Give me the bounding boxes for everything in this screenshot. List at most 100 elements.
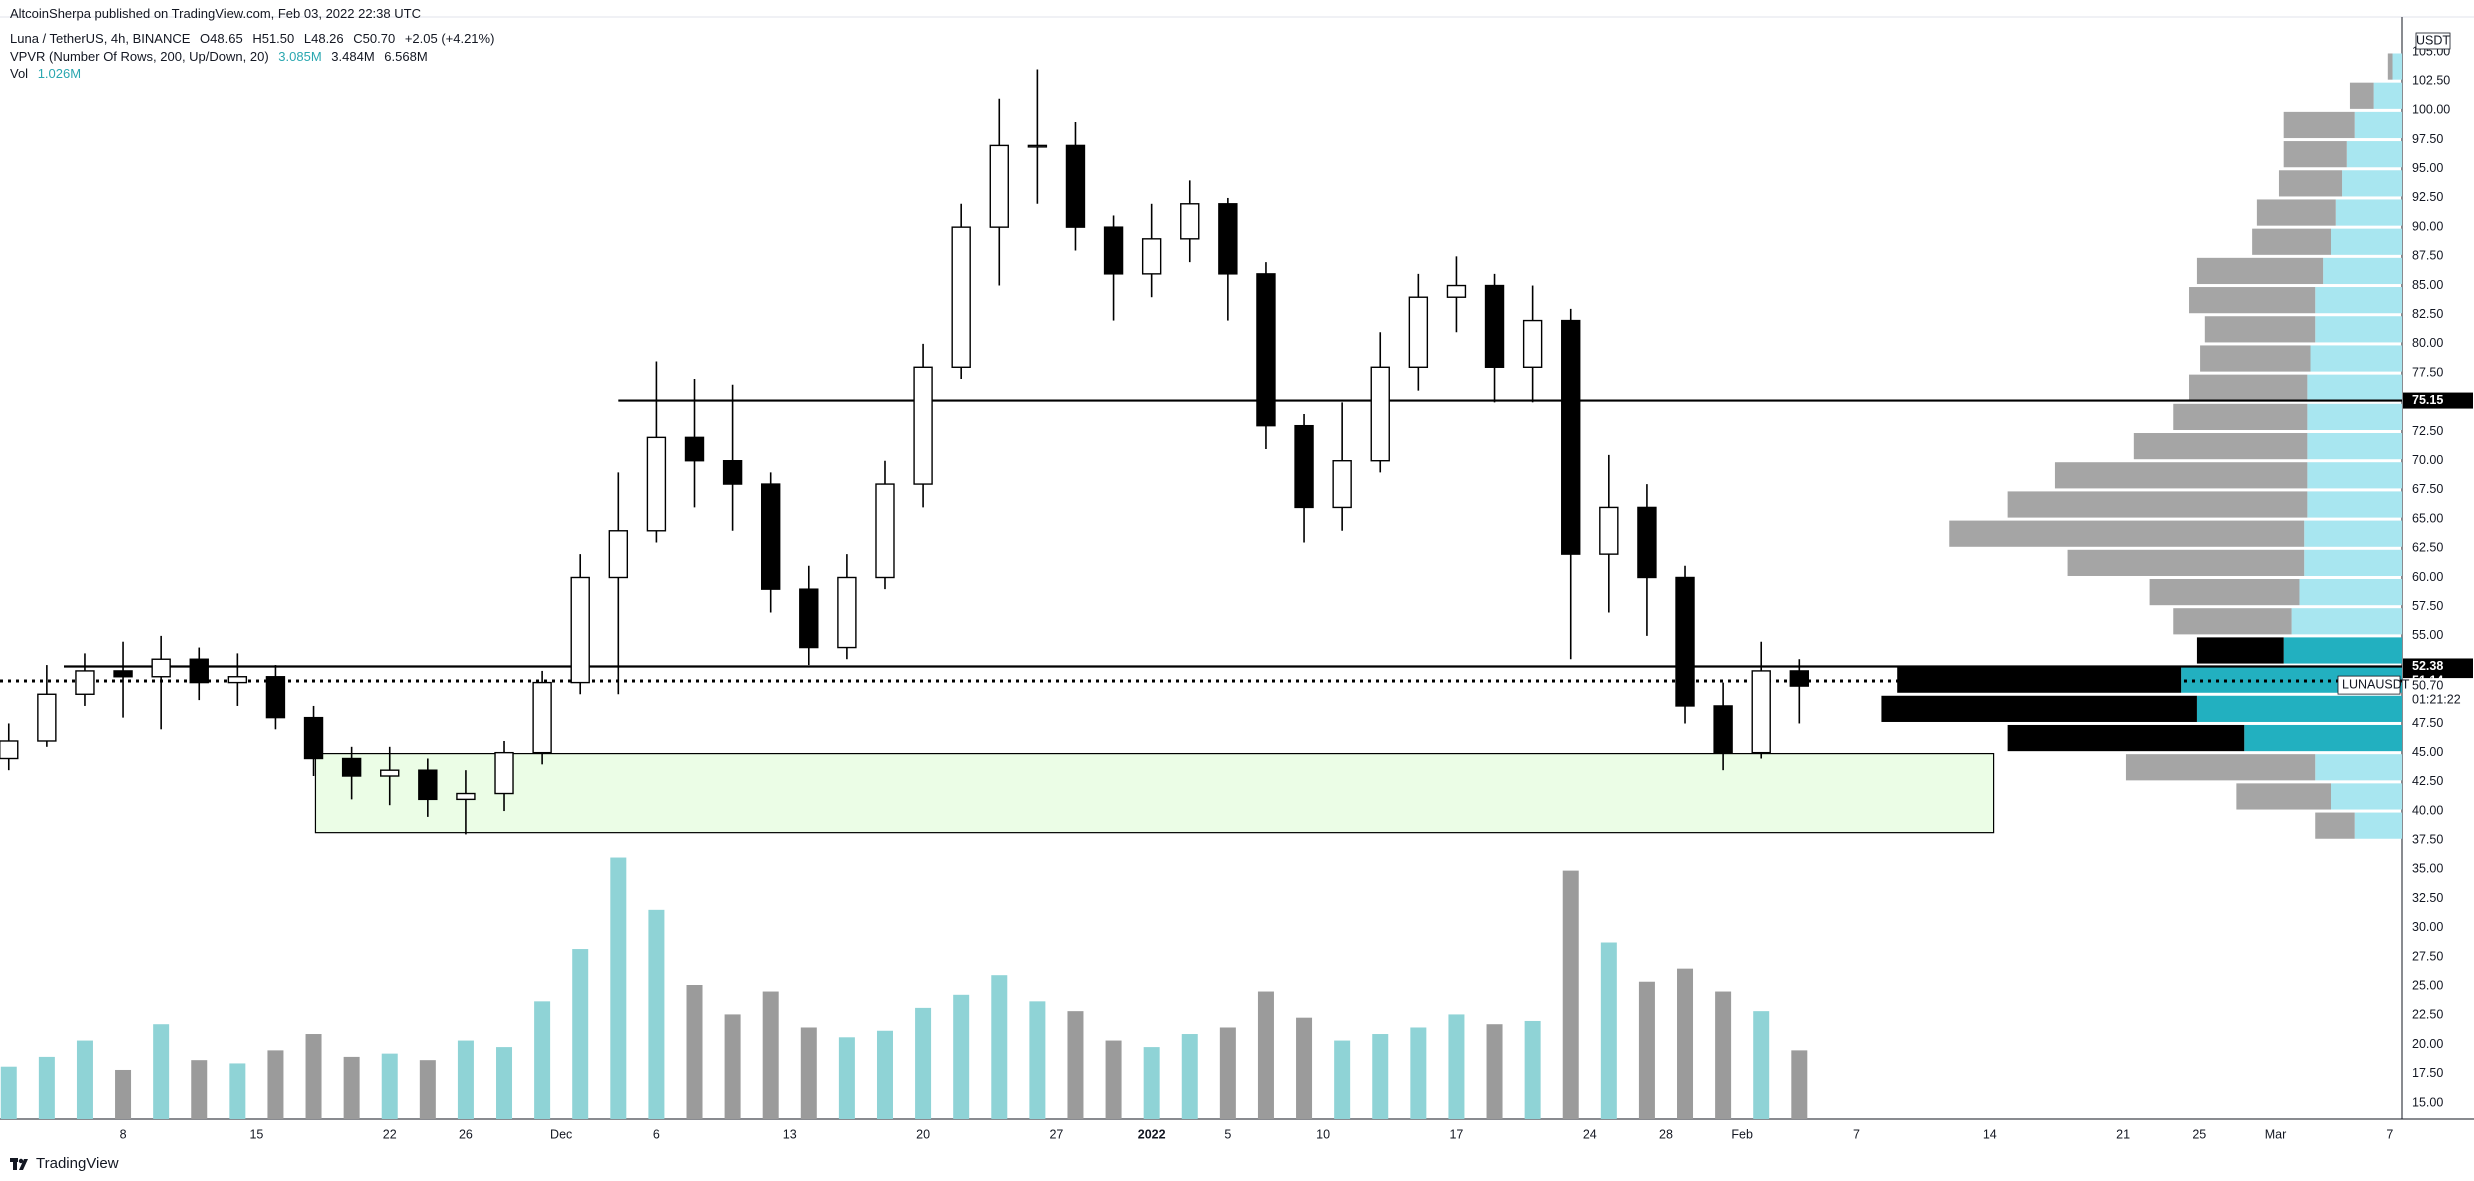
x-tick-label: 25 <box>2192 1127 2206 1141</box>
volume-bar <box>1029 1001 1046 1119</box>
y-tick-label: 55.00 <box>2412 628 2443 642</box>
candle-body <box>1256 273 1276 427</box>
ohlc-close: C50.70 <box>353 31 396 46</box>
x-tick-label: 8 <box>120 1127 127 1141</box>
profile-down <box>2349 82 2374 109</box>
profile-up <box>2283 637 2402 664</box>
y-tick-label: 27.50 <box>2412 949 2443 963</box>
volume-bar <box>419 1060 436 1119</box>
profile-down <box>2054 462 2308 489</box>
candle-body <box>494 751 514 795</box>
profile-down <box>2149 578 2300 606</box>
volume-bar <box>153 1024 170 1119</box>
candle-body <box>227 676 248 684</box>
y-tick-label: 67.50 <box>2412 482 2443 496</box>
candle-body <box>1751 670 1771 754</box>
profile-down <box>2007 491 2308 518</box>
volume-bar <box>762 991 779 1119</box>
y-tick-label: 62.50 <box>2412 541 2443 555</box>
vpvr-up: 3.085M <box>278 49 322 64</box>
candle-body <box>913 366 933 485</box>
y-tick-label: 20.00 <box>2412 1037 2443 1051</box>
profile-down <box>2189 374 2308 401</box>
volume-bar <box>1410 1027 1427 1119</box>
y-tick-label: 97.50 <box>2412 132 2443 146</box>
candle-body <box>1332 460 1352 509</box>
profile-up <box>2304 549 2402 576</box>
last-price-box <box>2403 678 2473 709</box>
x-tick-label: Mar <box>2265 1127 2287 1141</box>
profile-up <box>2307 433 2402 460</box>
candle-body <box>1103 226 1124 275</box>
y-tick-label: 25.00 <box>2412 979 2443 993</box>
volume-bar <box>915 1007 932 1119</box>
candle-body <box>608 530 629 579</box>
currency-label: USDT <box>2416 33 2450 47</box>
profile-up <box>2342 170 2402 197</box>
candle-body <box>1789 670 1810 687</box>
y-tick-label: 15.00 <box>2412 1095 2443 1109</box>
volume-bar <box>1448 1014 1465 1119</box>
candle-body <box>1218 203 1238 275</box>
profile-up <box>2299 578 2402 606</box>
profile-down <box>2173 608 2292 635</box>
profile-up <box>2307 491 2402 518</box>
profile-up <box>2196 695 2402 722</box>
x-tick-label: Feb <box>1731 1127 1753 1141</box>
y-tick-label: 32.50 <box>2412 891 2443 905</box>
candle-body <box>303 716 324 760</box>
volume-bar <box>724 1014 741 1119</box>
candle-body <box>1637 506 1657 579</box>
x-tick-label: 7 <box>1853 1127 1860 1141</box>
profile-down <box>2189 287 2316 314</box>
profile-down <box>2283 111 2355 139</box>
profile-up <box>2307 462 2402 489</box>
candle-body <box>1561 319 1581 555</box>
candle-body <box>456 792 476 801</box>
candle-body <box>113 670 133 678</box>
candle-body <box>1027 144 1048 148</box>
vol-label: Vol <box>10 66 29 81</box>
x-tick-label: 24 <box>1583 1127 1597 1141</box>
candle-body <box>760 483 781 590</box>
y-tick-label: 42.50 <box>2412 774 2443 788</box>
y-tick-label: 77.50 <box>2412 365 2443 379</box>
vpvr-total: 6.568M <box>384 49 428 64</box>
volume-bar <box>648 909 665 1119</box>
candle-body <box>1446 284 1467 298</box>
volume-bar <box>1791 1050 1808 1119</box>
vpvr-down: 3.484M <box>331 49 375 64</box>
profile-down <box>2204 316 2316 343</box>
profile-up <box>2307 374 2402 401</box>
level-price-label: 75.15 <box>2412 393 2443 407</box>
candle-body <box>1370 366 1390 462</box>
y-tick-label: 80.00 <box>2412 336 2443 350</box>
profile-down <box>2125 754 2316 781</box>
candle-body <box>837 576 857 649</box>
profile-down <box>2387 53 2393 80</box>
profile-down <box>2067 549 2305 576</box>
brand-logo <box>10 1157 28 1170</box>
candle-body <box>646 436 667 532</box>
candle-body <box>951 226 971 368</box>
candle-body <box>189 658 209 684</box>
x-tick-label: 7 <box>2386 1127 2393 1141</box>
profile-down <box>1949 520 2305 547</box>
profile-up <box>2315 754 2402 781</box>
candle-body <box>75 670 95 695</box>
volume-bar <box>1257 991 1274 1119</box>
y-tick-label: 57.50 <box>2412 599 2443 613</box>
volume-bar <box>267 1050 284 1119</box>
volume-bar <box>1677 968 1694 1119</box>
candle-body <box>418 769 438 801</box>
profile-up <box>2304 520 2402 547</box>
countdown: 01:21:22 <box>2412 692 2461 706</box>
candle-body <box>1180 203 1200 240</box>
candle-body <box>37 693 57 742</box>
volume-bar <box>1143 1047 1160 1119</box>
profile-down <box>2278 170 2343 197</box>
x-tick-label: 6 <box>653 1127 660 1141</box>
profile-up <box>2244 724 2402 752</box>
